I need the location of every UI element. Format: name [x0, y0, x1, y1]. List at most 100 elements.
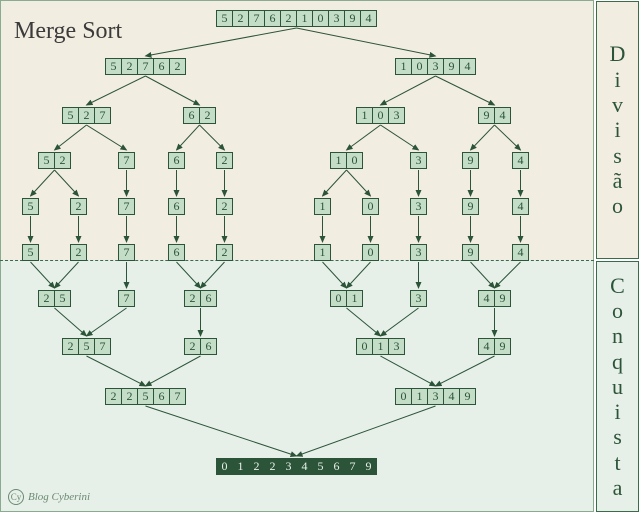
array-node: 3 — [410, 198, 427, 215]
array-cell: 2 — [121, 388, 138, 405]
array-cell: 2 — [264, 458, 281, 475]
array-node: 1 — [314, 244, 331, 261]
array-cell: 1 — [330, 152, 347, 169]
array-node: 527 — [62, 107, 111, 124]
array-node: 257 — [62, 338, 111, 355]
array-cell: 2 — [199, 107, 216, 124]
array-cell: 2 — [38, 290, 55, 307]
array-cell: 0 — [362, 198, 379, 215]
array-cell: 5 — [38, 152, 55, 169]
array-cell: 6 — [168, 152, 185, 169]
array-cell: 1 — [395, 58, 412, 75]
array-node: 52762 — [105, 58, 186, 75]
array-cell: 0 — [356, 338, 373, 355]
logo-icon: Cy — [8, 489, 24, 505]
array-node: 94 — [478, 107, 511, 124]
array-node: 25 — [38, 290, 71, 307]
phase-divider — [0, 260, 594, 261]
array-node: 7 — [118, 152, 135, 169]
array-cell: 2 — [280, 10, 297, 27]
array-cell: 4 — [296, 458, 313, 475]
array-cell: 5 — [137, 388, 154, 405]
array-cell: 9 — [360, 458, 377, 475]
array-cell: 9 — [459, 388, 476, 405]
array-cell: 3 — [427, 58, 444, 75]
array-cell: 4 — [443, 388, 460, 405]
array-cell: 3 — [388, 107, 405, 124]
array-node: 01349 — [395, 388, 476, 405]
array-node: 7 — [118, 244, 135, 261]
array-cell: 7 — [118, 152, 135, 169]
side-label-conquer: Conquista — [596, 261, 639, 512]
array-cell: 7 — [248, 10, 265, 27]
array-cell: 2 — [232, 10, 249, 27]
array-cell: 1 — [356, 107, 373, 124]
array-node: 4 — [512, 198, 529, 215]
side-label-divide: Divisão — [596, 1, 639, 259]
array-cell: 9 — [494, 338, 511, 355]
array-node: 5276210394 — [216, 10, 377, 27]
array-cell: 4 — [512, 198, 529, 215]
array-cell: 7 — [344, 458, 361, 475]
array-node: 2 — [216, 198, 233, 215]
array-cell: 6 — [183, 107, 200, 124]
array-cell: 2 — [184, 290, 201, 307]
attribution-text: Blog Cyberini — [28, 491, 90, 503]
array-node: 49 — [478, 290, 511, 307]
array-cell: 9 — [462, 244, 479, 261]
array-cell: 3 — [280, 458, 297, 475]
array-cell: 3 — [410, 244, 427, 261]
array-cell: 0 — [312, 10, 329, 27]
array-cell: 1 — [232, 458, 249, 475]
array-cell: 9 — [494, 290, 511, 307]
array-cell: 2 — [54, 152, 71, 169]
array-cell: 7 — [118, 290, 135, 307]
array-node: 5 — [22, 244, 39, 261]
array-cell: 1 — [314, 198, 331, 215]
array-node: 6 — [168, 244, 185, 261]
array-cell: 0 — [411, 58, 428, 75]
array-cell: 0 — [216, 458, 233, 475]
array-cell: 2 — [184, 338, 201, 355]
array-cell: 2 — [62, 338, 79, 355]
array-cell: 6 — [153, 58, 170, 75]
array-cell: 3 — [410, 152, 427, 169]
array-cell: 1 — [346, 290, 363, 307]
array-node: 0 — [362, 244, 379, 261]
array-node: 9 — [462, 244, 479, 261]
array-cell: 0 — [372, 107, 389, 124]
array-node: 6 — [168, 152, 185, 169]
array-cell: 7 — [169, 388, 186, 405]
array-cell: 0 — [330, 290, 347, 307]
array-cell: 6 — [153, 388, 170, 405]
array-node: 7 — [118, 198, 135, 215]
array-cell: 7 — [137, 58, 154, 75]
array-cell: 3 — [410, 198, 427, 215]
array-node: 0 — [362, 198, 379, 215]
array-node: 4 — [512, 152, 529, 169]
array-cell: 4 — [494, 107, 511, 124]
array-cell: 5 — [22, 198, 39, 215]
array-node: 10394 — [395, 58, 476, 75]
array-cell: 0 — [362, 244, 379, 261]
array-cell: 3 — [388, 338, 405, 355]
array-cell: 3 — [427, 388, 444, 405]
array-cell: 6 — [168, 244, 185, 261]
array-cell: 7 — [118, 244, 135, 261]
array-cell: 2 — [248, 458, 265, 475]
array-cell: 9 — [462, 198, 479, 215]
array-node: 3 — [410, 244, 427, 261]
array-node: 62 — [183, 107, 216, 124]
array-cell: 5 — [312, 458, 329, 475]
array-cell: 0 — [346, 152, 363, 169]
array-cell: 0 — [395, 388, 412, 405]
array-cell: 2 — [70, 244, 87, 261]
array-cell: 5 — [105, 58, 122, 75]
array-cell: 1 — [411, 388, 428, 405]
array-cell: 5 — [216, 10, 233, 27]
array-node: 26 — [184, 290, 217, 307]
array-cell: 6 — [328, 458, 345, 475]
array-cell: 9 — [478, 107, 495, 124]
array-cell: 4 — [512, 152, 529, 169]
attribution: Cy Blog Cyberini — [8, 489, 90, 505]
